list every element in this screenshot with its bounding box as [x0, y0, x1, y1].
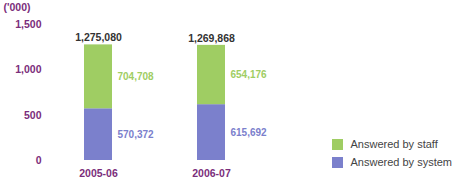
svg-text:('000): ('000) — [4, 1, 31, 13]
svg-text:500: 500 — [24, 109, 42, 121]
svg-text:0: 0 — [36, 154, 42, 166]
svg-text:615,692: 615,692 — [231, 127, 268, 138]
svg-text:704,708: 704,708 — [118, 71, 155, 82]
html-text:Answered by staff: Answered by staff — [350, 138, 438, 150]
svg-text:1,269,868: 1,269,868 — [188, 32, 235, 44]
svg-text:654,176: 654,176 — [231, 69, 268, 80]
svg-text:1,500: 1,500 — [15, 18, 41, 30]
svg-text:1,275,080: 1,275,080 — [75, 31, 122, 43]
svg-text:2006-07: 2006-07 — [192, 167, 231, 179]
svg-text:2005-06: 2005-06 — [79, 167, 118, 179]
html-text:Answered by system: Answered by system — [350, 156, 452, 168]
svg-text:570,372: 570,372 — [118, 129, 155, 140]
svg-text:1,000: 1,000 — [15, 63, 41, 75]
